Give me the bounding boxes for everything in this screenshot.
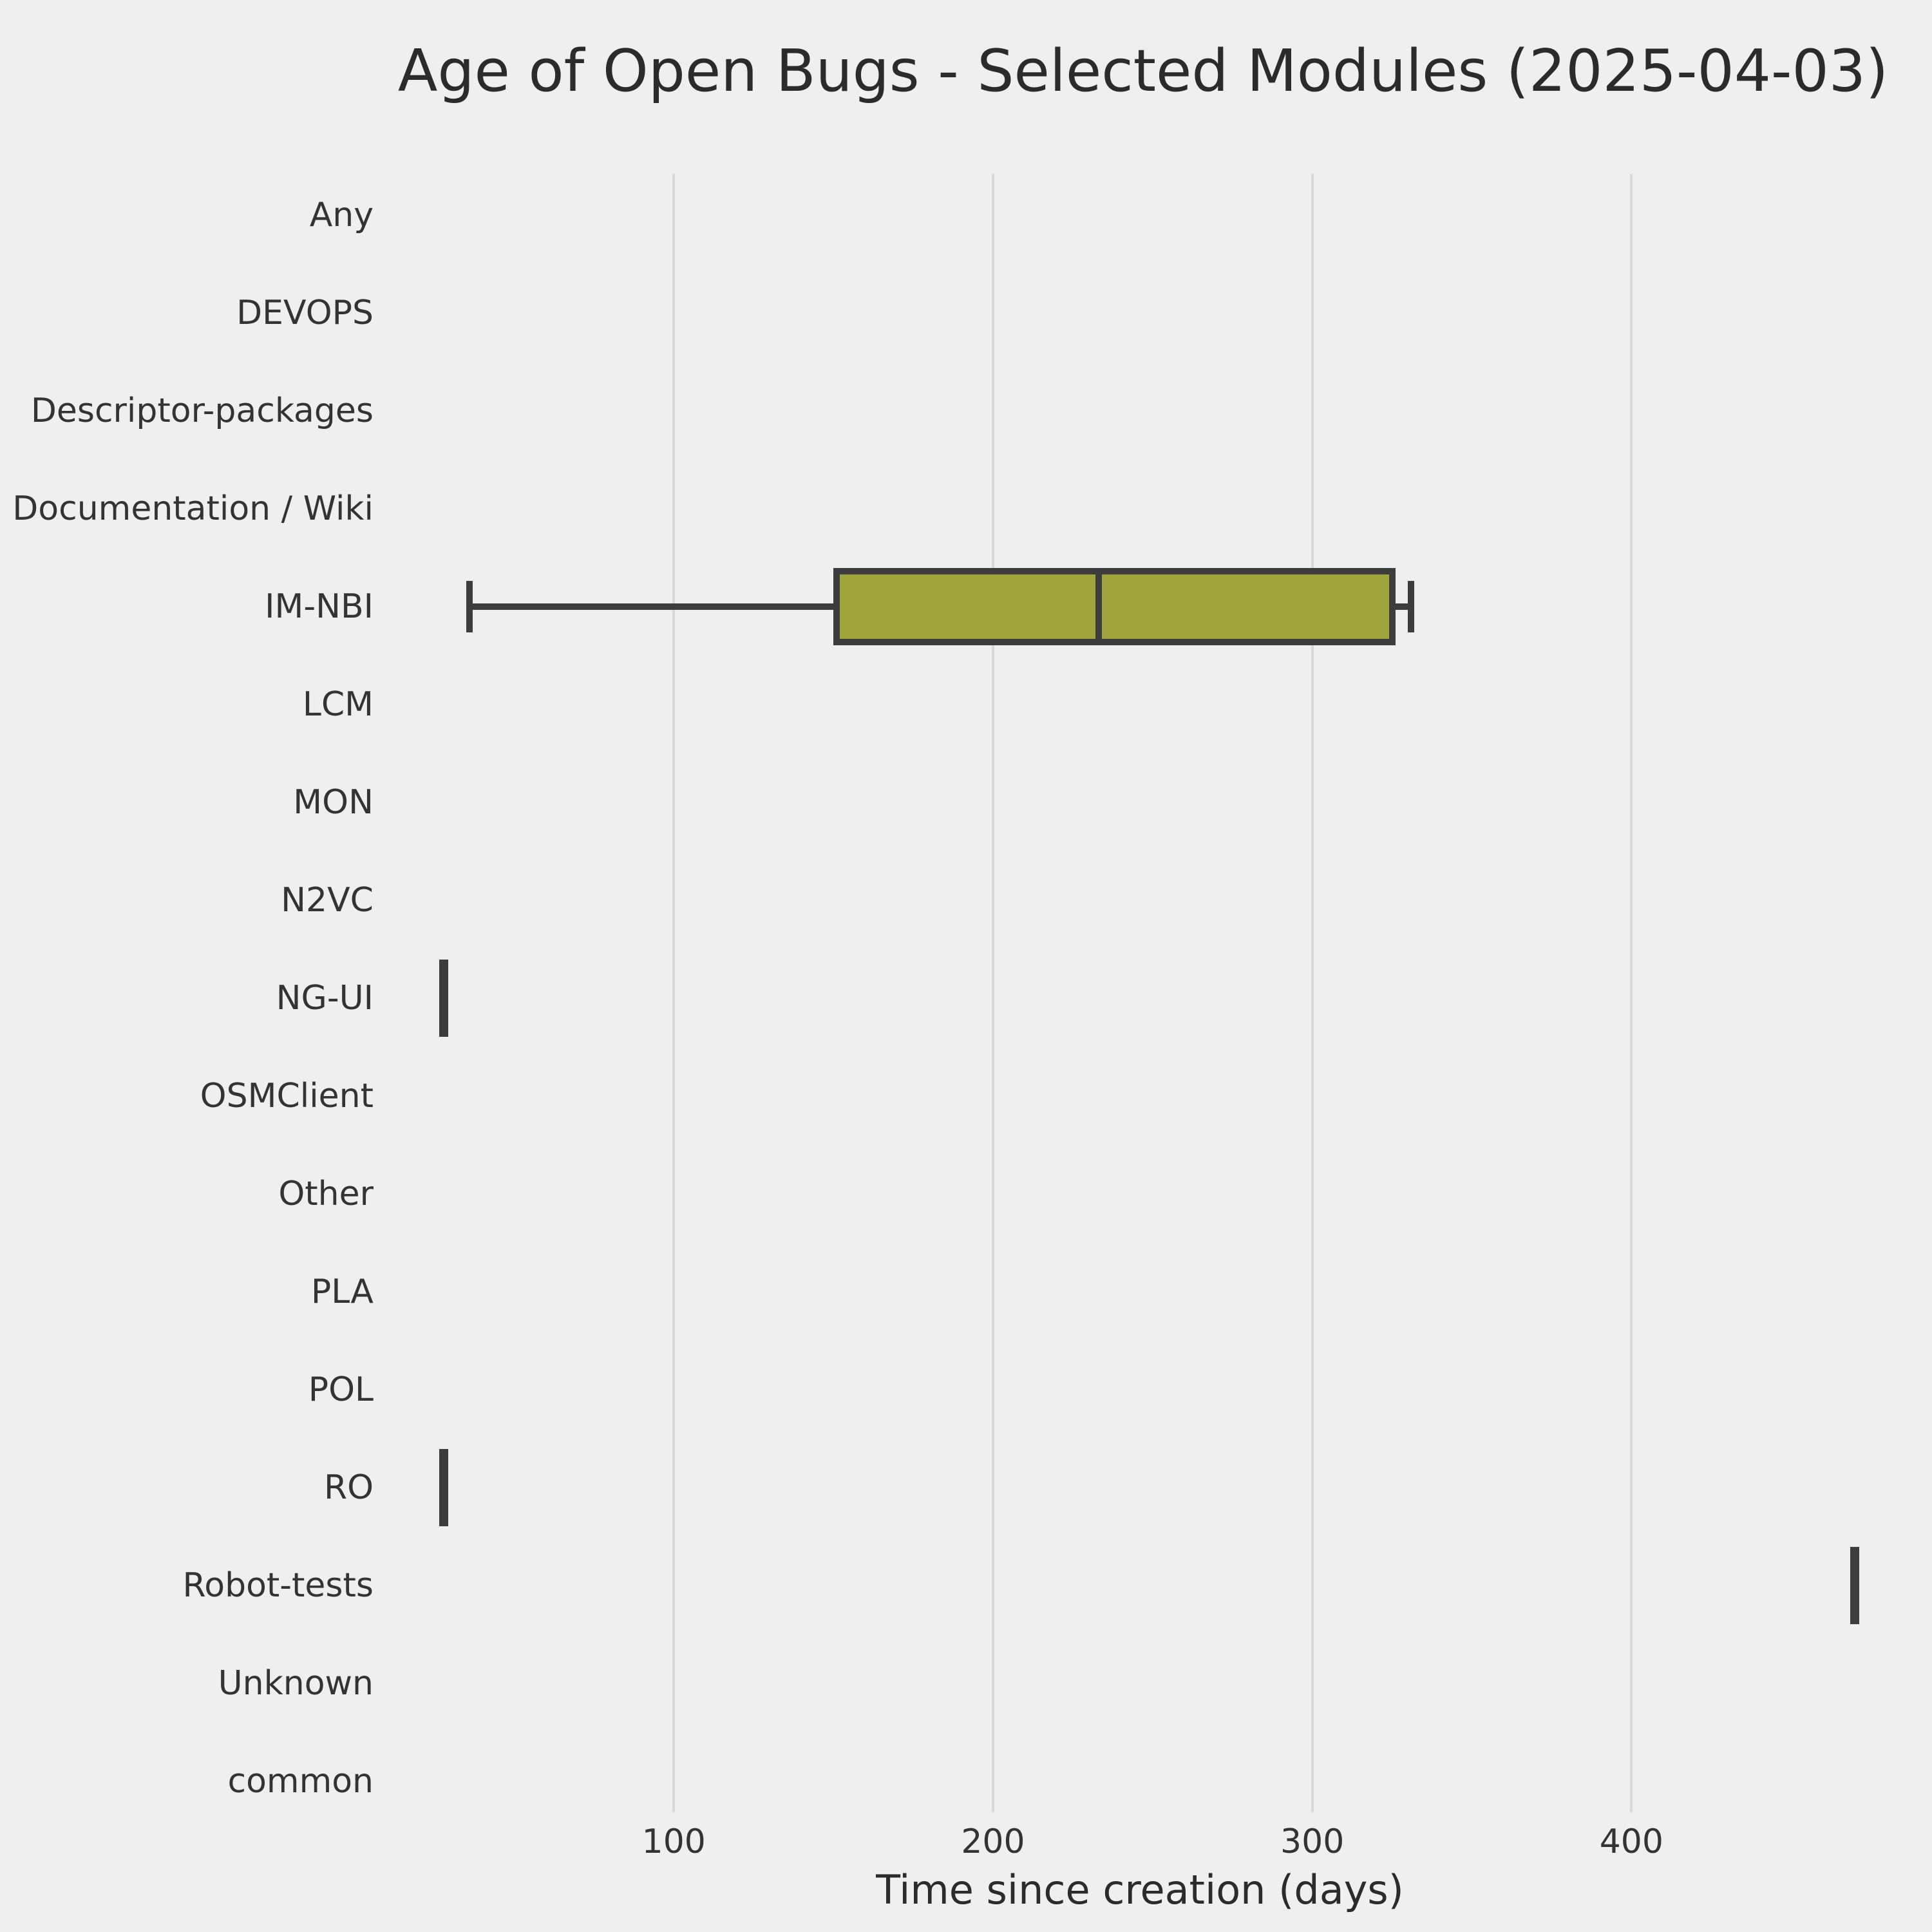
y-category-label: DEVOPS — [236, 294, 374, 332]
iqr-box — [833, 568, 1396, 645]
y-category-label: Robot-tests — [182, 1566, 374, 1605]
gridline — [672, 174, 676, 1812]
x-tick-label: 400 — [1599, 1823, 1663, 1861]
x-tick-label: 300 — [1280, 1823, 1345, 1861]
whisker-cap-high — [1408, 581, 1415, 632]
y-category-label: POL — [308, 1370, 374, 1409]
gridline — [1630, 174, 1633, 1812]
single-value-bar — [439, 960, 449, 1037]
y-category-label: Descriptor-packages — [30, 392, 374, 430]
x-axis-label: Time since creation (days) — [876, 1866, 1404, 1913]
gridline — [1311, 174, 1314, 1812]
y-category-label: Unknown — [218, 1664, 374, 1703]
y-category-label: Other — [278, 1175, 374, 1213]
y-category-label: OSMClient — [200, 1077, 374, 1115]
y-category-label: RO — [323, 1468, 374, 1507]
whisker-line-low — [469, 603, 834, 610]
chart-title: Age of Open Bugs - Selected Modules (202… — [397, 37, 1889, 105]
single-value-bar — [1850, 1547, 1860, 1624]
whisker-cap-low — [466, 581, 473, 632]
y-category-label: common — [227, 1762, 374, 1801]
y-category-label: PLA — [310, 1273, 374, 1311]
x-tick-label: 200 — [961, 1823, 1025, 1861]
y-category-label: MON — [293, 783, 374, 822]
single-value-bar — [439, 1449, 449, 1526]
y-category-label: Any — [309, 196, 374, 234]
y-category-label: NG-UI — [276, 979, 374, 1018]
y-category-label: IM-NBI — [265, 587, 374, 626]
y-category-label: Documentation / Wiki — [12, 489, 374, 528]
median-line — [1095, 568, 1102, 645]
gridline — [991, 174, 994, 1812]
y-category-label: N2VC — [281, 881, 374, 920]
whisker-line-high — [1395, 603, 1412, 610]
x-tick-label: 100 — [641, 1823, 706, 1861]
y-category-label: LCM — [302, 685, 374, 724]
